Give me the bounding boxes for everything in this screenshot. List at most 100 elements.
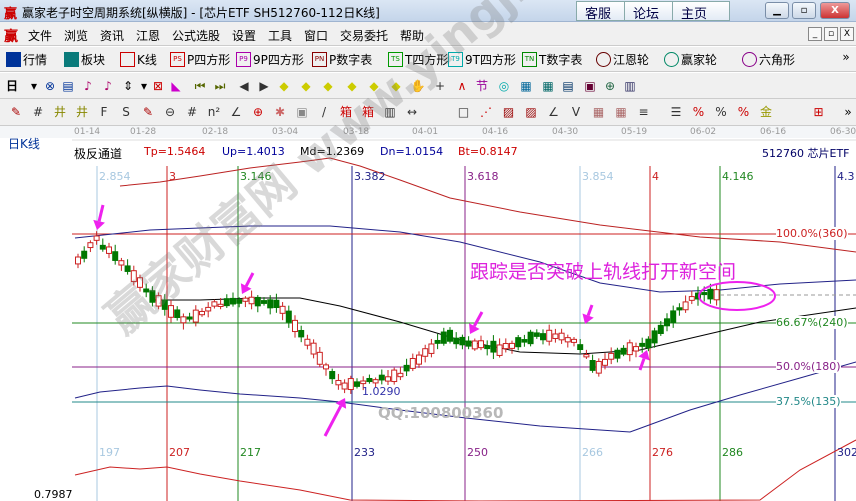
gann-sq-icon[interactable]: ▨ <box>525 105 537 119</box>
period-select[interactable]: 日 <box>5 79 18 93</box>
rect-icon[interactable]: □ <box>457 105 470 119</box>
angle-icon[interactable]: ∠ <box>230 105 242 119</box>
yellow3-icon[interactable]: ◆ <box>323 79 333 93</box>
minimize-button[interactable]: ▁ <box>765 2 789 19</box>
toolbar-button[interactable]: 行情 <box>6 51 47 68</box>
menu-item[interactable]: 交易委托 <box>340 29 389 43</box>
yellow1-icon[interactable]: ◆ <box>279 79 289 93</box>
tp-icon[interactable]: 节 <box>475 79 488 93</box>
table2-icon[interactable]: ▦ <box>592 105 605 119</box>
yellow4-icon[interactable]: ◆ <box>347 79 357 93</box>
pen-icon[interactable]: ✎ <box>10 105 22 119</box>
calculator-icon[interactable]: ▦ <box>542 79 554 93</box>
menu-item[interactable]: 浏览 <box>64 29 89 43</box>
menu-item[interactable]: 资讯 <box>100 29 125 43</box>
gold1-icon[interactable]: 井 <box>53 105 66 119</box>
list-icon[interactable]: ☰ <box>670 105 682 119</box>
network-icon[interactable]: ⊕ <box>604 79 616 93</box>
circle-icon[interactable]: ⊖ <box>164 105 176 119</box>
cross-icon[interactable]: ⊠ <box>152 79 164 93</box>
measure-icon[interactable]: ↔ <box>406 105 418 119</box>
left-icon[interactable]: ◀ <box>239 79 249 93</box>
toolbar-button[interactable]: T9 9T四方形 <box>448 51 516 68</box>
line-icon[interactable]: / <box>321 105 327 119</box>
fib-icon[interactable]: F <box>100 105 108 119</box>
angle2-icon[interactable]: ∠ <box>548 105 559 119</box>
table3-icon[interactable]: ▦ <box>615 105 627 119</box>
notepad-icon[interactable]: ▤ <box>562 79 574 93</box>
wave5-icon[interactable]: ♪ <box>104 79 112 93</box>
yellow2-icon[interactable]: ◆ <box>301 79 311 93</box>
ruler-icon[interactable]: ▥ <box>384 105 396 119</box>
lines-icon[interactable]: ≡ <box>638 105 649 119</box>
ring-icon[interactable]: ◎ <box>498 79 510 93</box>
pct3-icon[interactable]: % <box>737 105 750 119</box>
yellow5-icon[interactable]: ◆ <box>369 79 379 93</box>
v-icon[interactable]: V <box>571 105 581 119</box>
spiral-icon[interactable]: S <box>122 105 130 119</box>
gold-icon[interactable]: 金 <box>759 105 772 119</box>
candle-icon[interactable]: ⇕ <box>122 79 134 93</box>
menu-item[interactable]: 设置 <box>232 29 257 43</box>
print-icon[interactable]: ▥ <box>624 79 636 93</box>
toolbar-button[interactable]: PS P四方形 <box>170 51 230 68</box>
toolbar-button[interactable]: TS T四方形 <box>388 51 448 68</box>
calendar-icon[interactable]: ▦ <box>520 79 532 93</box>
maximize-button[interactable]: ▫ <box>792 2 816 19</box>
right-icon[interactable]: ▶ <box>259 79 269 93</box>
wave3-icon[interactable]: ♪ <box>84 79 92 93</box>
toolbar-button[interactable]: 六角形 <box>742 51 795 68</box>
menu-item[interactable]: 帮助 <box>400 29 425 43</box>
first-icon[interactable]: ⏮ <box>194 79 206 93</box>
toolbar-button[interactable]: TN T数字表 <box>522 51 582 68</box>
toolbar-button[interactable]: 江恩轮 <box>596 51 649 68</box>
target-icon[interactable]: ⊕ <box>252 105 264 119</box>
rays-icon[interactable]: ⋰ <box>480 105 492 119</box>
menu-item[interactable]: 公式选股 <box>172 29 221 43</box>
mdi-minimize-button[interactable]: _ <box>808 27 822 41</box>
crosshair-icon[interactable]: + <box>434 79 446 93</box>
hand-icon[interactable]: ✋ <box>410 79 426 93</box>
forum-link[interactable]: 论坛 <box>624 1 682 22</box>
toolbar-button[interactable]: 板块 <box>64 51 105 68</box>
grid2-icon[interactable]: ⊞ <box>813 105 824 119</box>
candle-body <box>533 332 540 337</box>
toolbar-button[interactable]: PN P数字表 <box>312 51 372 68</box>
home-link[interactable]: 主页 <box>672 1 730 22</box>
mdi-close-button[interactable]: X <box>840 27 854 41</box>
note-icon[interactable]: ▤ <box>62 79 74 93</box>
toolbar-button[interactable]: P9 9P四方形 <box>236 51 304 68</box>
period-dropdown-icon[interactable]: ▾ <box>30 79 38 93</box>
n2-icon[interactable]: n² <box>207 105 221 119</box>
pct2-icon[interactable]: % <box>715 105 727 119</box>
drawing-more-button[interactable]: » <box>844 105 852 119</box>
grid-icon[interactable]: # <box>186 105 198 119</box>
star-icon[interactable]: ✱ <box>274 105 286 119</box>
box-icon[interactable]: 箱 <box>339 105 352 119</box>
save-icon[interactable]: ▣ <box>584 79 596 93</box>
service-link[interactable]: 客服 <box>576 1 634 22</box>
menu-item[interactable]: 窗口 <box>304 29 329 43</box>
close-button[interactable]: X <box>820 2 850 19</box>
parallel-icon[interactable]: # <box>32 105 44 119</box>
pct-icon[interactable]: % <box>692 105 705 119</box>
menu-item[interactable]: 工具 <box>268 29 293 43</box>
dropdown-icon[interactable]: ▾ <box>140 79 148 93</box>
menu-item[interactable]: 江恩 <box>136 29 161 43</box>
gann-box-icon[interactable]: ▨ <box>502 105 515 119</box>
menu-item[interactable]: 文件 <box>28 29 53 43</box>
mdi-restore-button[interactable]: ▫ <box>824 27 838 41</box>
fan-icon[interactable]: ◣ <box>171 79 181 93</box>
toolbar-button[interactable]: 赢家轮 <box>664 51 717 68</box>
gold2-icon[interactable]: 井 <box>75 105 88 119</box>
wave-icon[interactable]: ∧ <box>457 79 467 93</box>
gann-icon[interactable]: ⊗ <box>44 79 56 93</box>
toolbar-button[interactable]: K线 <box>120 51 157 68</box>
toolbar-more-button[interactable]: » <box>842 50 850 64</box>
pen2-icon[interactable]: ✎ <box>142 105 154 119</box>
last-icon[interactable]: ⏭ <box>214 79 226 93</box>
box2-icon[interactable]: 箱 <box>361 105 374 119</box>
square-icon[interactable]: ▣ <box>296 105 308 119</box>
yellow6-icon[interactable]: ◆ <box>391 79 401 93</box>
